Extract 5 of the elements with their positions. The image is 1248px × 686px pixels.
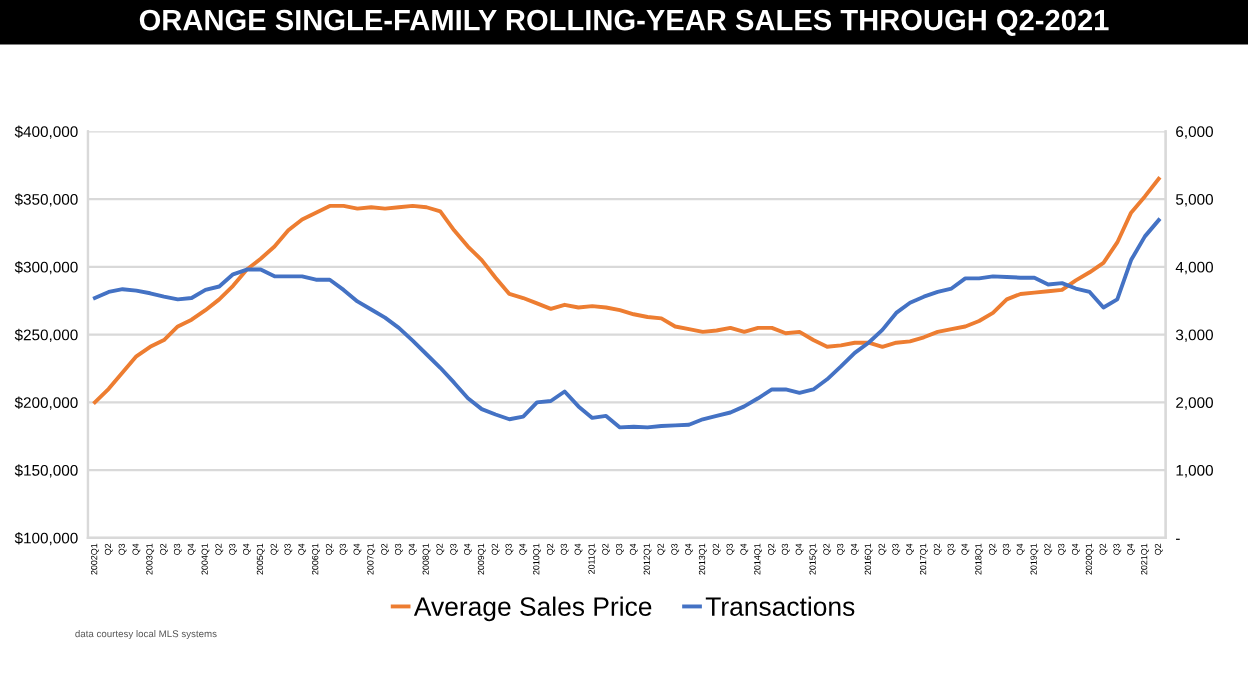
line-series [92, 218, 1161, 430]
legend-label: Average Sales Price [413, 596, 652, 622]
legend-label: Transactions [705, 596, 855, 616]
line-series [92, 176, 1161, 405]
chart-title: ORANGE SINGLE-FAMILY ROLLING-YEAR SALES THROUGH Q2-2021 [139, 9, 1109, 36]
